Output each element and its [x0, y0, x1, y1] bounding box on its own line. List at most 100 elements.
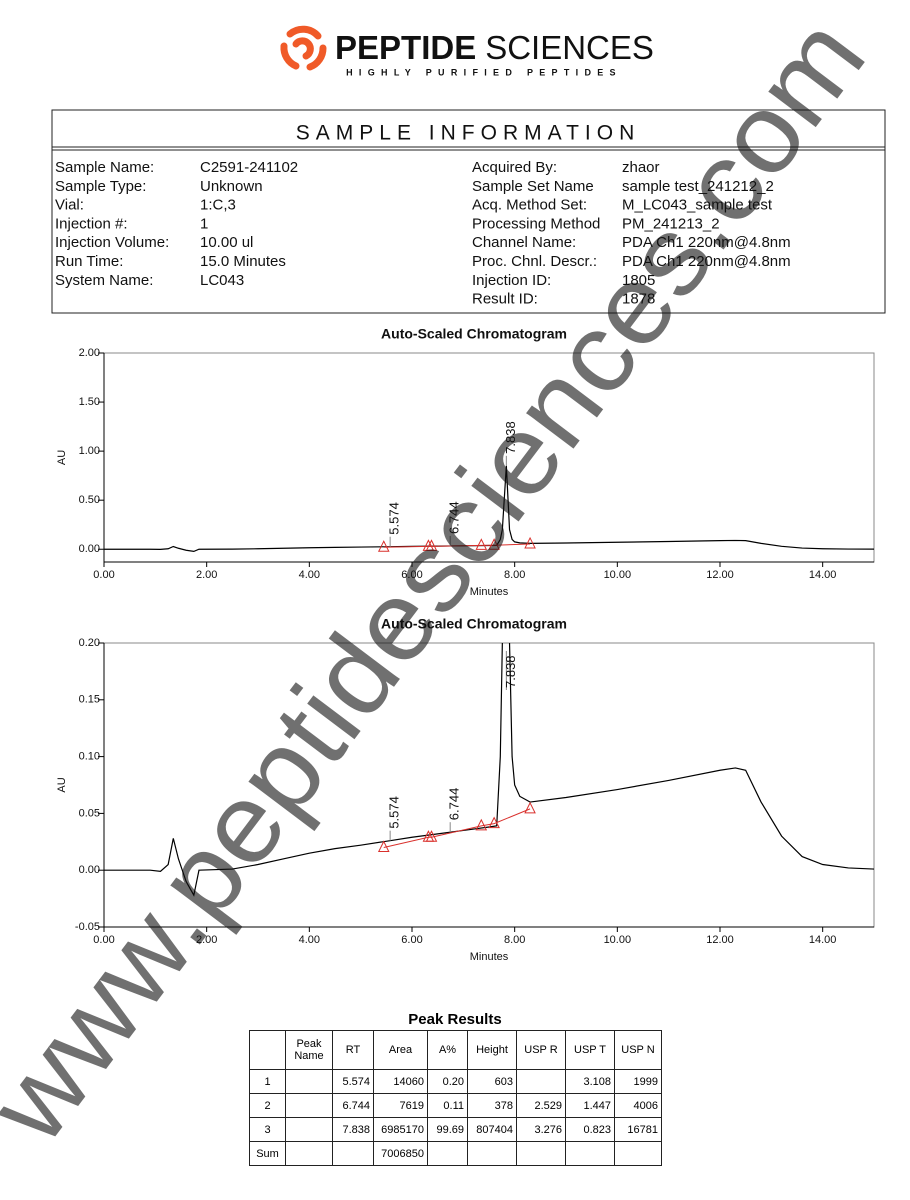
tagline: HIGHLY PURIFIED PEPTIDES	[346, 67, 622, 77]
chart-title: Auto-Scaled Chromatogram	[381, 326, 567, 342]
chart-title: Auto-Scaled Chromatogram	[381, 616, 567, 632]
info-label: Processing Method	[472, 215, 600, 232]
table-row: 3 7.838 6985170 99.69 807404 3.276 0.823 16781	[249, 1117, 662, 1142]
table-row: 2 6.744 7619 0.11 378 2.529 1.447 4006	[249, 1093, 662, 1118]
table-cell: 3.276	[516, 1117, 566, 1142]
logo-arc	[286, 25, 322, 40]
info-label: Vial:	[55, 197, 84, 214]
info-value: M_LC043_sample test	[622, 197, 773, 214]
logo-icon	[280, 25, 327, 71]
logo-arc	[306, 44, 327, 71]
y-tick-label: 0.10	[79, 751, 100, 763]
table-cell: 0.20	[427, 1069, 468, 1094]
table-cell: 16781	[614, 1117, 662, 1142]
info-value: 10.00 ul	[200, 234, 253, 251]
table-cell	[565, 1141, 615, 1166]
header-cell: Peak Name	[285, 1030, 333, 1070]
baseline	[383, 543, 531, 548]
peak-marker	[475, 538, 488, 550]
info-label: System Name:	[55, 272, 153, 289]
header-cell: Height	[467, 1030, 517, 1070]
logo-arc	[292, 37, 314, 60]
x-tick-label: 2.00	[196, 934, 217, 946]
info-label: Sample Set Name	[472, 178, 594, 195]
table-cell: 807404	[467, 1117, 517, 1142]
peak-marker	[524, 801, 536, 814]
header-cell: RT	[332, 1030, 374, 1070]
info-label: Injection Volume:	[55, 234, 169, 251]
y-tick-label: 0.20	[79, 637, 100, 649]
table-cell: 6.744	[332, 1093, 374, 1118]
table-cell: 7619	[373, 1093, 428, 1118]
info-value: PDA Ch1 220nm@4.8nm	[622, 253, 791, 270]
table-cell: Sum	[249, 1141, 286, 1166]
info-label: Sample Type:	[55, 178, 146, 195]
info-value: 1	[200, 215, 208, 232]
table-cell	[467, 1141, 517, 1166]
table-cell: 5.574	[332, 1069, 374, 1094]
info-value: C2591-241102	[200, 159, 298, 176]
peak-label: 5.574	[387, 796, 402, 829]
y-tick-label: 1.00	[79, 445, 100, 457]
header-cell: USP R	[516, 1030, 566, 1070]
trace	[104, 465, 874, 553]
info-label: Acq. Method Set:	[472, 197, 587, 214]
header-cell: USP T	[565, 1030, 615, 1070]
header-cell: A%	[427, 1030, 468, 1070]
peak-marker	[524, 536, 536, 549]
table-cell: 3	[249, 1117, 286, 1142]
table-row: Sum 7006850	[249, 1141, 662, 1166]
x-tick-label: 6.00	[401, 569, 422, 581]
x-tick-label: 10.00	[604, 569, 632, 581]
x-tick-label: 8.00	[504, 934, 525, 946]
y-tick-label: -0.05	[75, 921, 100, 933]
peak-label: 5.574	[387, 502, 402, 535]
info-box	[51, 109, 886, 314]
info-value: 15.0 Minutes	[200, 253, 286, 270]
trace	[104, 643, 874, 897]
table-cell	[614, 1141, 662, 1166]
info-label: Proc. Chnl. Descr.:	[472, 253, 597, 270]
info-value: PDA Ch1 220nm@4.8nm	[622, 234, 791, 251]
table-cell	[332, 1141, 374, 1166]
table-cell: 1	[249, 1069, 286, 1094]
plot-frame	[103, 642, 875, 928]
info-value: zhaor	[622, 159, 660, 176]
info-value: 1:C,3	[200, 197, 236, 214]
brand: PEPTIDE SCIENCES	[335, 29, 654, 66]
y-tick-label: 0.00	[79, 543, 100, 555]
y-axis-label: AU	[56, 450, 68, 465]
table-cell: 378	[467, 1093, 517, 1118]
y-tick-label: 0.15	[79, 694, 100, 706]
table-cell: 1.447	[565, 1093, 615, 1118]
x-tick-label: 12.00	[706, 934, 734, 946]
x-tick-label: 6.00	[401, 934, 422, 946]
table-cell: 2	[249, 1093, 286, 1118]
y-tick-label: 2.00	[79, 347, 100, 359]
x-tick-label: 14.00	[809, 569, 837, 581]
table-cell	[285, 1069, 333, 1094]
table-cell: 603	[467, 1069, 517, 1094]
peak-marker	[425, 539, 438, 551]
table-cell: 0.11	[427, 1093, 468, 1118]
table-cell	[285, 1117, 333, 1142]
x-axis-label: Minutes	[470, 951, 509, 963]
baseline	[383, 808, 531, 848]
header-row: Peak Name RT Area A% Height USP R USP T USP N	[249, 1030, 662, 1070]
table-cell: 3.108	[565, 1069, 615, 1094]
info-label: Injection #:	[55, 215, 128, 232]
y-tick-label: 0.00	[79, 864, 100, 876]
logo-arc	[280, 42, 300, 70]
peak-marker	[488, 816, 500, 829]
info-title: SAMPLE INFORMATION	[296, 122, 640, 145]
peak-marker	[488, 538, 500, 550]
table-row: 1 5.574 14060 0.20 603 3.108 1999	[249, 1069, 662, 1094]
peak-label: 6.744	[447, 788, 462, 821]
info-value: sample test_241212_2	[622, 178, 774, 195]
y-tick-label: 1.50	[79, 396, 100, 408]
peak-marker	[377, 540, 390, 552]
info-label: Run Time:	[55, 253, 123, 270]
